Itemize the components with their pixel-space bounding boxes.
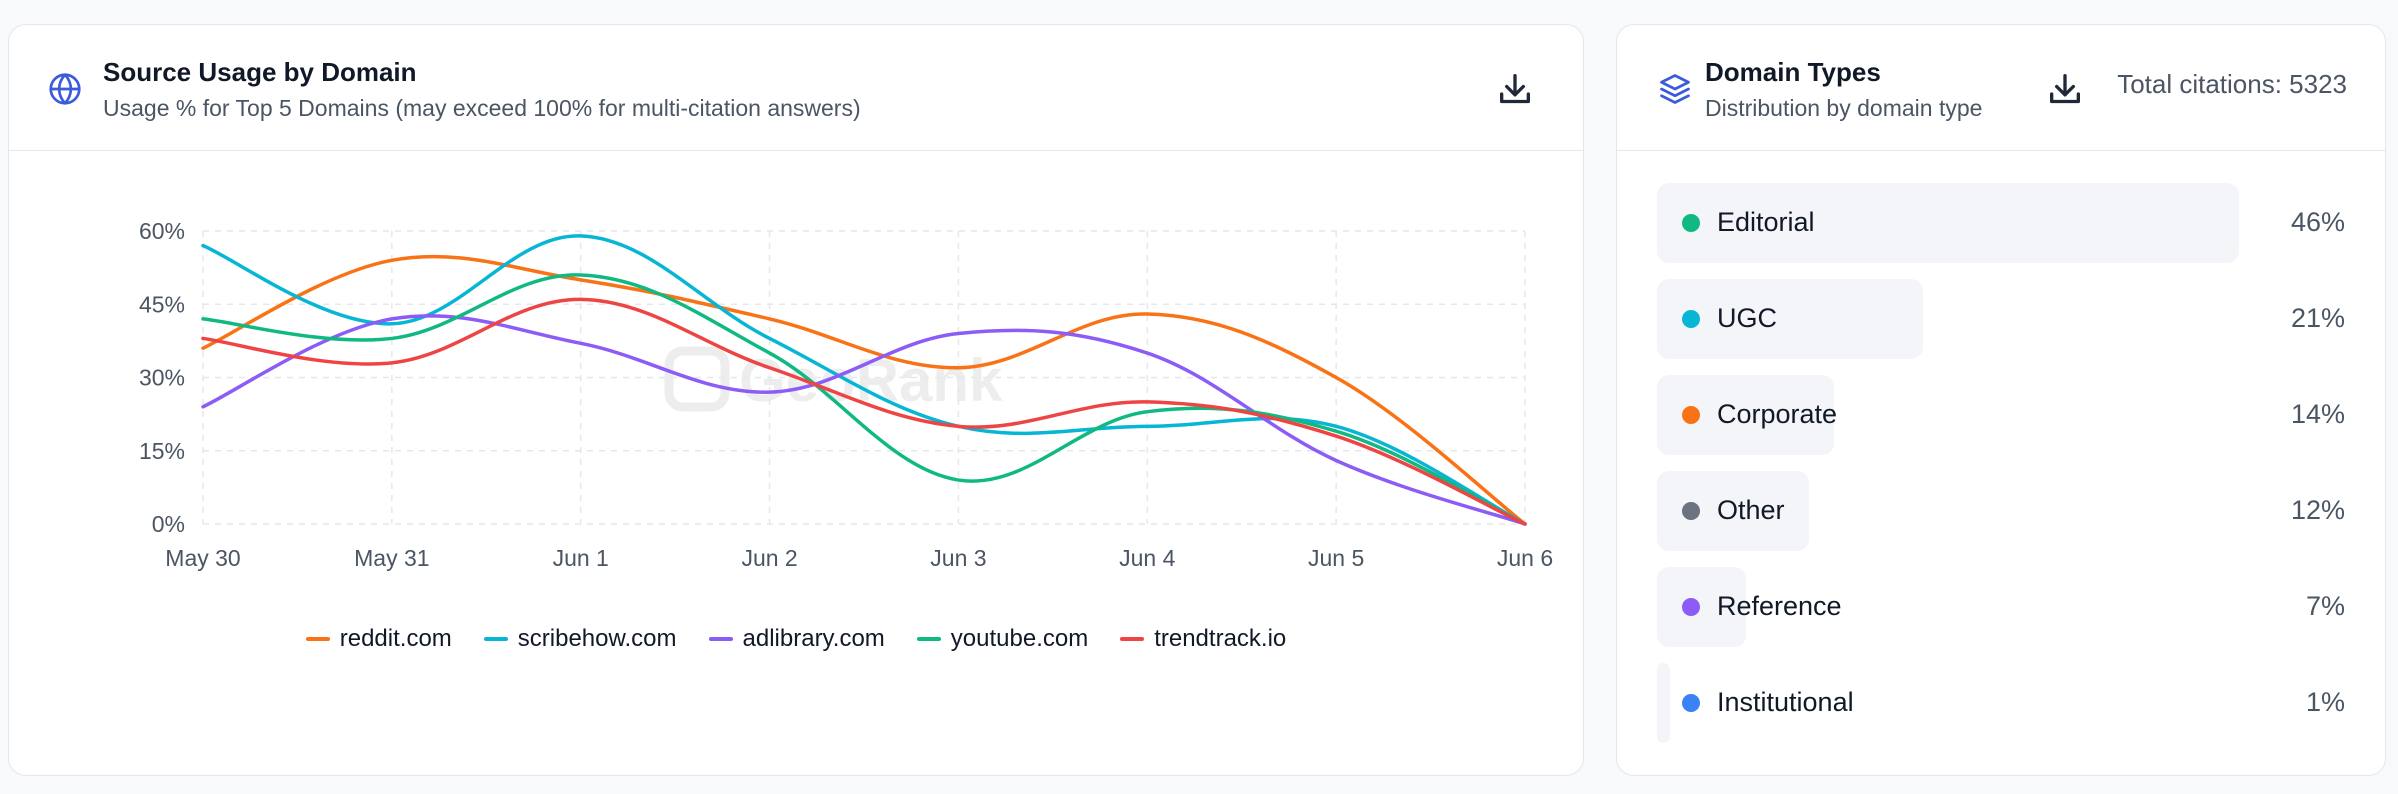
series-line-youtube-com[interactable] — [201, 273, 1527, 526]
x-tick-label: May 30 — [165, 545, 240, 571]
y-tick-label: 45% — [139, 291, 185, 317]
legend-item-trendtrack-io[interactable]: trendtrack.io — [1120, 625, 1286, 653]
domain-type-row-ugc[interactable]: UGC 21% — [1657, 279, 2345, 359]
usage-line-chart: GeoRank 0%15%30%45%60% May 30 May 31 Jun 1… — [139, 218, 1553, 571]
x-tick-label: Jun 2 — [741, 545, 797, 571]
domain-type-label: Corporate — [1717, 399, 1838, 429]
domain-type-dot — [1682, 406, 1700, 424]
legend-swatch — [708, 637, 733, 641]
domain-type-bar — [1657, 567, 1746, 647]
legend-label: trendtrack.io — [1154, 625, 1287, 652]
legend-label: scribehow.com — [517, 625, 677, 652]
chart-legend: reddit.com scribehow.com adlibrary.com yout… — [9, 625, 1583, 653]
legend-swatch — [305, 637, 330, 641]
domain-type-dot — [1682, 694, 1700, 712]
domain-type-percent: 1% — [2305, 687, 2345, 717]
y-tick-label: 30% — [139, 365, 185, 391]
domain-type-bar — [1657, 663, 1670, 743]
download-icon[interactable] — [1495, 69, 1535, 109]
domain-type-label: Editorial — [1717, 207, 1815, 237]
domain-type-row-editorial[interactable]: Editorial 46% — [1657, 183, 2345, 263]
domain-type-bar — [1657, 183, 2239, 263]
domain-type-percent: 46% — [2290, 207, 2345, 237]
domain-types-subtitle: Distribution by domain type — [1705, 95, 1983, 121]
legend-item-reddit-com[interactable]: reddit.com — [305, 625, 452, 653]
y-tick-label: 15% — [139, 438, 185, 464]
source-usage-header: Source Usage by Domain Usage % for Top 5… — [9, 25, 1583, 151]
x-tick-label: May 31 — [354, 545, 429, 571]
series-line-trendtrack-io[interactable] — [201, 297, 1527, 526]
legend-item-youtube-com[interactable]: youtube.com — [916, 625, 1089, 653]
domain-type-label: Reference — [1717, 591, 1842, 621]
domain-type-dot — [1682, 310, 1700, 328]
domain-type-percent: 7% — [2305, 591, 2345, 621]
domain-type-percent: 14% — [2290, 399, 2345, 429]
x-tick-label: Jun 5 — [1308, 545, 1364, 571]
legend-label: youtube.com — [950, 625, 1089, 652]
domain-type-percent: 12% — [2290, 495, 2345, 525]
legend-swatch — [483, 637, 508, 641]
y-tick-label: 60% — [139, 218, 185, 244]
source-usage-title: Source Usage by Domain — [103, 57, 417, 87]
domain-type-dot — [1682, 502, 1700, 520]
domain-types-card: Domain Types Distribution by domain type… — [1616, 24, 2386, 776]
x-tick-label: Jun 6 — [1497, 545, 1553, 571]
layers-icon — [1660, 74, 1690, 104]
x-tick-label: Jun 1 — [553, 545, 609, 571]
domain-types-title: Domain Types — [1705, 57, 1881, 87]
domain-type-row-corporate[interactable]: Corporate 14% — [1657, 375, 2345, 455]
domain-type-row-reference[interactable]: Reference 7% — [1657, 567, 2345, 647]
x-tick-label: Jun 3 — [930, 545, 986, 571]
domain-type-bar — [1657, 279, 1923, 359]
domain-types-header: Domain Types Distribution by domain type… — [1617, 25, 2385, 151]
domain-type-dot — [1682, 214, 1700, 232]
legend-label: reddit.com — [339, 625, 452, 652]
legend-item-scribehow-com[interactable]: scribehow.com — [483, 625, 677, 653]
globe-icon — [49, 73, 81, 105]
domain-type-label: UGC — [1717, 303, 1777, 333]
domain-type-row-institutional[interactable]: Institutional 1% — [1657, 663, 2345, 743]
domain-type-dot — [1682, 598, 1700, 616]
domain-type-label: Other — [1717, 495, 1785, 525]
domain-type-percent: 21% — [2290, 303, 2345, 333]
legend-label: adlibrary.com — [742, 625, 885, 652]
domain-type-row-other[interactable]: Other 12% — [1657, 471, 2345, 551]
legend-swatch — [1120, 637, 1145, 641]
series-line-adlibrary-com[interactable] — [201, 314, 1527, 526]
legend-item-adlibrary-com[interactable]: adlibrary.com — [708, 625, 885, 653]
source-usage-card: Source Usage by Domain Usage % for Top 5… — [8, 24, 1584, 776]
total-citations: Total citations: 5323 — [2117, 69, 2347, 99]
y-tick-label: 0% — [152, 511, 185, 537]
x-tick-label: Jun 4 — [1119, 545, 1175, 571]
domain-type-label: Institutional — [1717, 687, 1854, 717]
download-icon[interactable] — [2045, 69, 2085, 109]
source-usage-subtitle: Usage % for Top 5 Domains (may exceed 10… — [103, 95, 861, 121]
legend-swatch — [916, 637, 941, 641]
